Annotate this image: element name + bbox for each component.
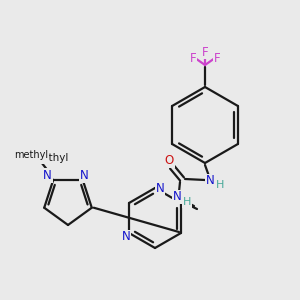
Text: N: N: [80, 169, 89, 182]
Text: H: H: [216, 180, 224, 190]
Text: N: N: [122, 230, 130, 244]
Text: F: F: [190, 52, 196, 64]
Text: methyl: methyl: [14, 150, 48, 160]
Text: F: F: [214, 52, 220, 64]
Text: N: N: [206, 175, 214, 188]
Text: methyl: methyl: [32, 153, 68, 163]
Text: O: O: [164, 154, 174, 167]
Text: N: N: [43, 169, 52, 182]
Text: N: N: [156, 182, 164, 194]
Text: N: N: [172, 190, 182, 203]
Text: F: F: [202, 46, 208, 59]
Text: H: H: [183, 197, 191, 207]
